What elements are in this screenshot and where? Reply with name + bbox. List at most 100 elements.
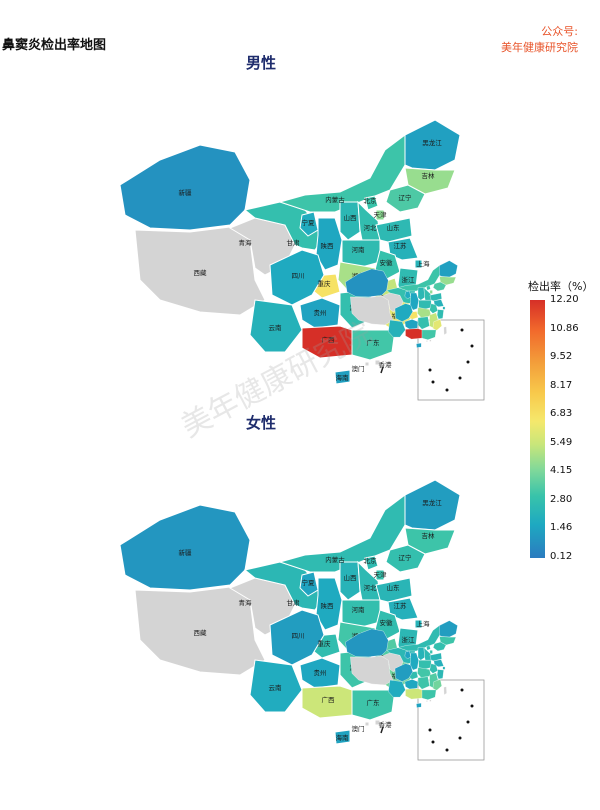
map-dash-1 — [380, 726, 384, 734]
inset-province-河南 — [418, 660, 432, 670]
province-label: 天津 — [374, 211, 388, 219]
inset-province-山西 — [417, 287, 425, 301]
inset-province-云南 — [388, 679, 406, 698]
province-label: 贵州 — [314, 668, 327, 677]
legend-tick: 2.80 — [550, 493, 573, 505]
inset-province-黑龙江 — [439, 260, 458, 278]
inset-province-广东 — [421, 689, 437, 700]
province-贵州[interactable] — [299, 297, 341, 329]
province-广东[interactable] — [351, 329, 396, 361]
brand-line-2: 美年健康研究院 — [501, 41, 578, 54]
inset-province-福建 — [432, 319, 442, 331]
province-label: 上海 — [417, 619, 431, 628]
legend-tick: 12.20 — [550, 294, 579, 305]
province-河南[interactable] — [341, 599, 381, 629]
inset-province-香港 — [429, 339, 432, 342]
inset-province-贵州 — [404, 679, 419, 690]
province-山西[interactable] — [339, 561, 361, 601]
province-天津[interactable] — [375, 569, 385, 581]
inset-province-四川 — [394, 303, 413, 322]
province-北京[interactable] — [364, 195, 379, 211]
province-label: 新疆 — [179, 548, 193, 557]
province-云南[interactable] — [249, 659, 303, 713]
province-陕西[interactable] — [315, 217, 343, 271]
inset-province-陕西 — [409, 292, 419, 311]
province-海南[interactable] — [334, 369, 351, 385]
province-山西[interactable] — [339, 201, 361, 241]
nine-dash-mark-3 — [458, 376, 462, 380]
province-label: 云南 — [269, 323, 283, 332]
province-西藏[interactable] — [134, 226, 266, 316]
legend-tick: 8.17 — [550, 379, 573, 391]
province-label: 澳门 — [352, 364, 365, 373]
inset-province-上海 — [442, 306, 446, 310]
province-label: 天津 — [374, 571, 388, 579]
province-宁夏[interactable] — [299, 211, 319, 237]
province-label: 海南 — [336, 373, 350, 382]
nine-dash-mark-5 — [470, 704, 474, 708]
province-四川[interactable] — [269, 249, 325, 306]
inset-province-云南 — [388, 319, 406, 338]
province-澳门[interactable] — [364, 721, 370, 727]
province-新疆[interactable] — [119, 504, 251, 591]
province-label: 江苏 — [394, 241, 408, 250]
province-上海[interactable] — [414, 259, 423, 269]
map-dash-1 — [380, 366, 384, 374]
province-label: 浙江 — [402, 635, 416, 644]
color-legend: 检出率（%） 12.20 10.86 9.52 8.17 6.83 5.49 4.15 2.8… — [518, 278, 598, 578]
province-黑龙江[interactable] — [404, 119, 461, 171]
province-辽宁[interactable] — [385, 544, 426, 573]
province-海南[interactable] — [334, 729, 351, 745]
province-陕西[interactable] — [315, 577, 343, 631]
province-云南[interactable] — [249, 299, 303, 353]
province-label: 重庆 — [318, 639, 332, 648]
inset-province-广西 — [405, 328, 425, 340]
inset-province-北京 — [426, 285, 431, 291]
province-label: 云南 — [269, 683, 283, 692]
province-澳门[interactable] — [364, 361, 370, 367]
inset-province-山西 — [417, 647, 425, 661]
province-label: 香港 — [379, 720, 393, 729]
inset-province-宁夏 — [404, 290, 411, 300]
legend-title: 检出率（%） — [528, 280, 594, 293]
brand-credit: 公众号: 美年健康研究院 — [501, 24, 578, 56]
province-北京[interactable] — [364, 555, 379, 571]
province-宁夏[interactable] — [299, 571, 319, 597]
inset-province-四川 — [394, 663, 413, 682]
province-上海[interactable] — [414, 619, 423, 629]
province-西藏[interactable] — [134, 586, 266, 676]
province-广东[interactable] — [351, 689, 396, 721]
nine-dash-mark-2 — [445, 388, 449, 392]
inset-province-广东 — [421, 329, 437, 340]
province-香港[interactable] — [374, 719, 381, 726]
inset-province-台湾 — [443, 326, 447, 336]
inset-province-湖北 — [417, 307, 432, 318]
inset-province-广西 — [405, 688, 425, 700]
province-label: 上海 — [417, 259, 431, 268]
province-河南[interactable] — [341, 239, 381, 269]
province-label: 黑龙江 — [422, 138, 442, 147]
province-label: 北京 — [364, 196, 378, 205]
province-四川[interactable] — [269, 609, 325, 666]
province-辽宁[interactable] — [385, 184, 426, 213]
province-山东[interactable] — [375, 217, 413, 243]
inset-province-上海 — [442, 666, 446, 670]
province-香港[interactable] — [374, 359, 381, 366]
province-label: 山东 — [387, 583, 401, 592]
province-新疆[interactable] — [119, 144, 251, 231]
province-label: 北京 — [364, 556, 378, 565]
inset-province-天津 — [429, 650, 433, 654]
province-label: 辽宁 — [399, 553, 413, 562]
province-天津[interactable] — [375, 209, 385, 221]
province-黑龙江[interactable] — [404, 479, 461, 531]
province-label: 广西 — [322, 695, 336, 704]
province-贵州[interactable] — [299, 657, 341, 689]
legend-tick: 9.52 — [550, 351, 573, 362]
nine-dash-mark-0 — [428, 368, 432, 372]
province-label: 贵州 — [314, 308, 327, 317]
province-山东[interactable] — [375, 577, 413, 603]
province-label: 浙江 — [402, 275, 416, 284]
legend-tick: 6.83 — [550, 408, 573, 419]
province-label: 香港 — [379, 360, 393, 369]
